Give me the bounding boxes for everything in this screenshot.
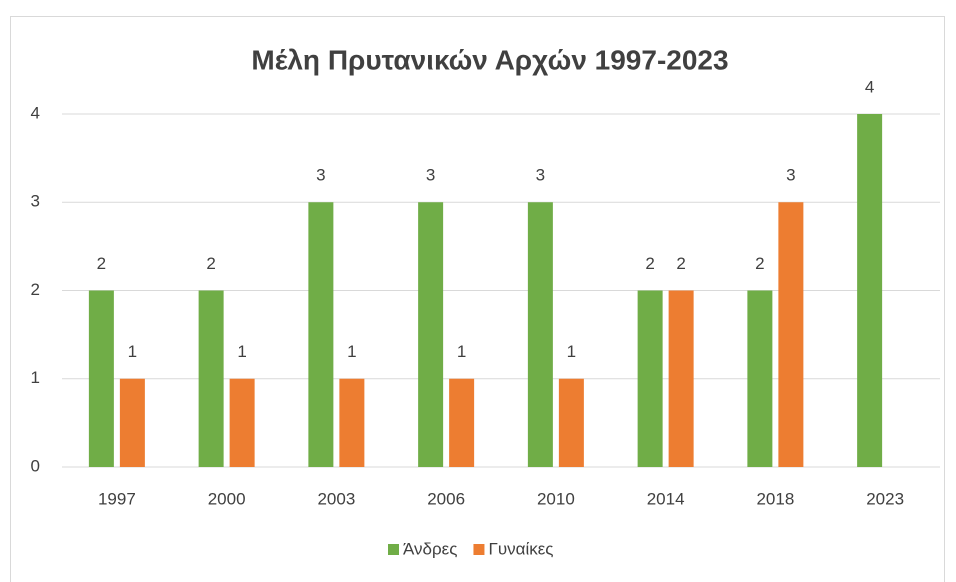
legend-label: Άνδρες	[403, 539, 457, 558]
data-label: 1	[128, 342, 137, 361]
data-label: 1	[567, 342, 576, 361]
data-label: 1	[347, 342, 356, 361]
data-label: 3	[426, 166, 435, 185]
y-tick-label: 0	[31, 456, 40, 475]
y-tick-label: 1	[31, 368, 40, 387]
x-tick-label: 2000	[208, 489, 246, 508]
data-label: 1	[457, 342, 466, 361]
bar	[119, 378, 145, 467]
bar	[418, 202, 444, 467]
bar	[198, 290, 224, 467]
x-tick-label: 2014	[647, 489, 685, 508]
bar	[449, 378, 475, 467]
bar	[668, 290, 694, 467]
data-label: 2	[676, 254, 685, 273]
data-label: 2	[755, 254, 764, 273]
bar	[339, 378, 365, 467]
data-label: 1	[237, 342, 246, 361]
legend-swatch	[473, 544, 485, 555]
chart-title: Μέλη Πρυτανικών Αρχών 1997-2023	[251, 44, 728, 75]
y-tick-label: 2	[31, 280, 40, 299]
bar	[637, 290, 663, 467]
data-label: 3	[786, 166, 795, 185]
legend-swatch	[388, 544, 399, 555]
data-label: 2	[645, 254, 654, 273]
bar	[558, 378, 584, 467]
bar	[527, 202, 553, 467]
bar	[88, 290, 114, 467]
x-tick-label: 2003	[317, 489, 355, 508]
bar	[308, 202, 334, 467]
y-tick-label: 4	[31, 103, 40, 122]
chart-border	[10, 16, 945, 582]
x-tick-label: 2006	[427, 489, 465, 508]
x-tick-label: 2018	[756, 489, 794, 508]
data-label: 2	[206, 254, 215, 273]
data-label: 4	[865, 77, 874, 96]
x-tick-label: 2023	[866, 489, 904, 508]
y-tick-label: 3	[31, 192, 40, 211]
bar	[747, 290, 773, 467]
x-tick-label: 1997	[98, 489, 136, 508]
bar	[229, 378, 255, 467]
data-label: 3	[316, 166, 325, 185]
data-label: 2	[97, 254, 106, 273]
bar	[857, 114, 883, 467]
legend-label: Γυναίκες	[488, 539, 553, 558]
data-label: 3	[536, 166, 545, 185]
bar	[778, 202, 804, 467]
x-tick-label: 2010	[537, 489, 575, 508]
